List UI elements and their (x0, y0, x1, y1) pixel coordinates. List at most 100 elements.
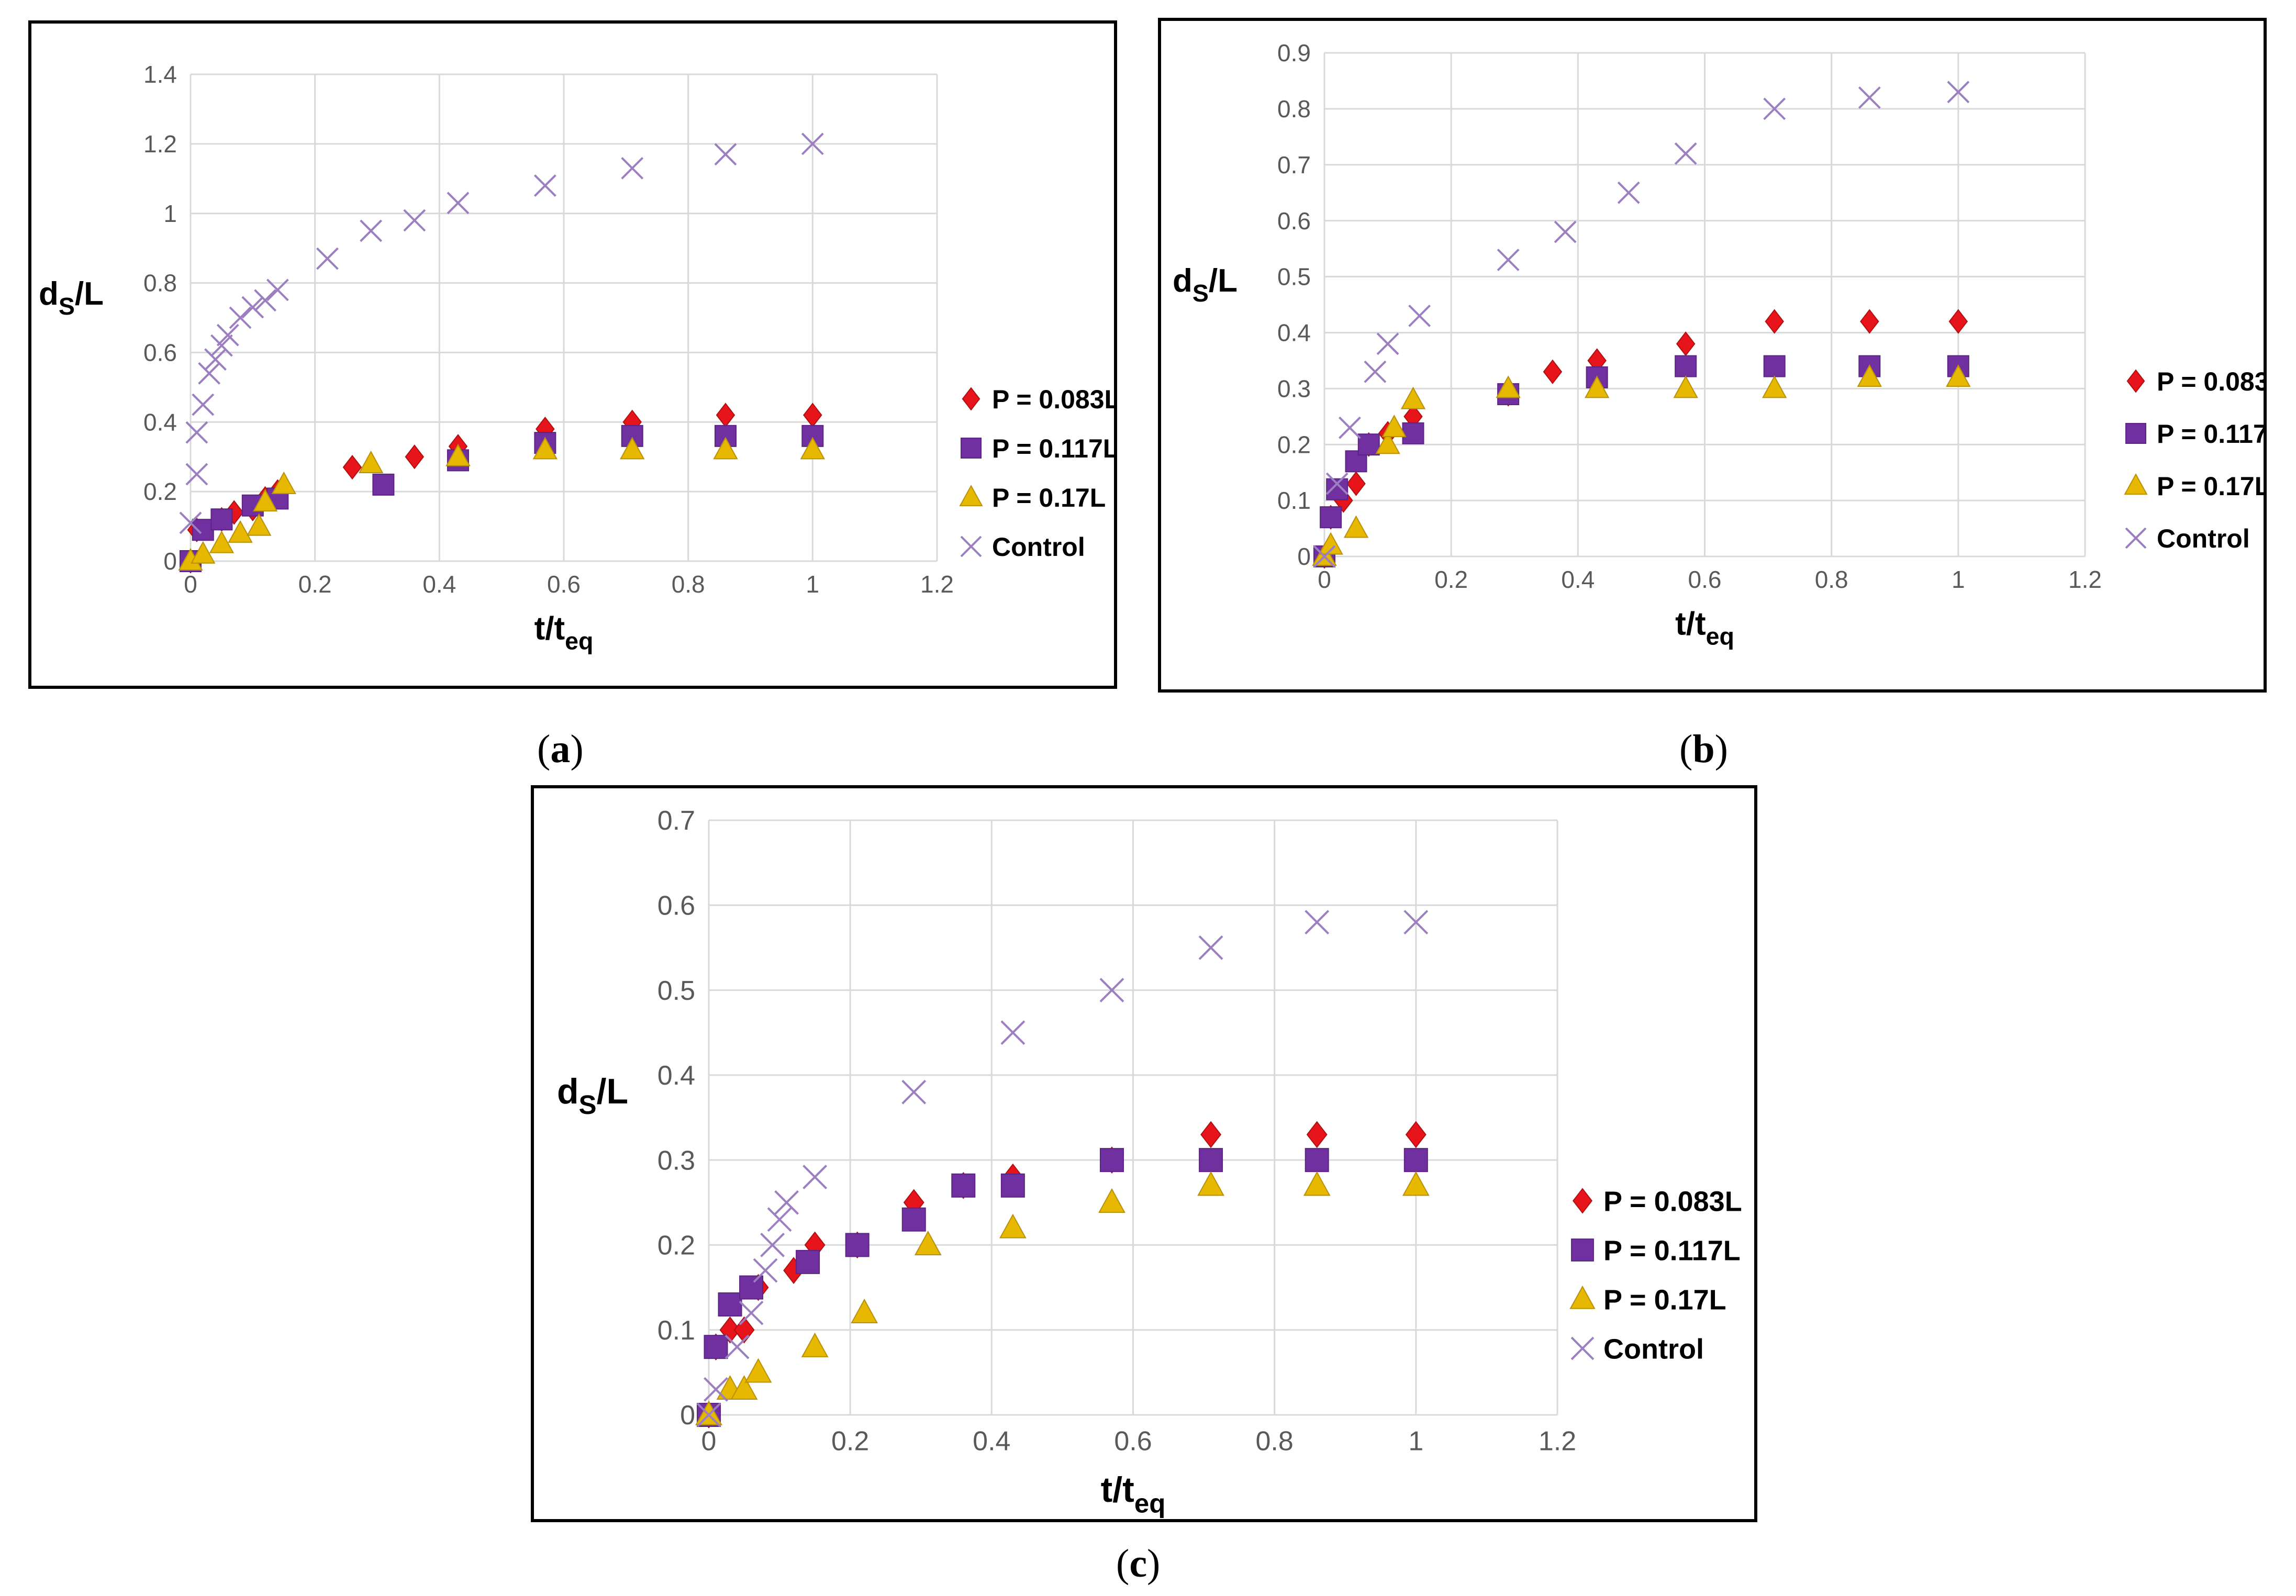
x-tick-label: 0 (701, 1426, 717, 1457)
x-tick-label: 0.4 (422, 571, 456, 598)
y-tick-label: 0.6 (657, 890, 695, 921)
data-point-triangle (713, 437, 738, 460)
x-tick-label: 0.8 (1815, 566, 1848, 593)
x-axis-label: t/teq (1101, 1470, 1166, 1518)
data-point-x (192, 393, 215, 416)
y-tick-label: 1 (163, 200, 177, 227)
x-tick-label: 0.4 (1561, 566, 1595, 593)
x-axis-label: t/teq (1675, 606, 1734, 650)
data-point-diamond (1948, 309, 1968, 334)
data-point-x (266, 278, 289, 302)
data-point-diamond (1543, 359, 1563, 384)
data-point-x (229, 306, 252, 329)
legend-label: P = 0.117L (992, 434, 1114, 463)
data-point-x (360, 219, 383, 242)
data-point-square (901, 1207, 926, 1232)
y-tick-label: 0.7 (1277, 151, 1311, 178)
legend-marker-triangle (1569, 1285, 1596, 1309)
y-tick-label: 0.6 (143, 339, 177, 366)
data-point-triangle (247, 513, 272, 536)
data-point-square (192, 519, 214, 541)
legend-marker-square (1571, 1238, 1594, 1262)
data-point-square (1403, 1148, 1428, 1173)
data-point-square (739, 1275, 764, 1300)
x-tick-label: 1.2 (920, 571, 954, 598)
data-point-square (704, 1335, 728, 1359)
series-x (1313, 81, 1970, 568)
x-tick-label: 1 (806, 571, 820, 598)
data-point-diamond (719, 1316, 741, 1344)
legend-marker-triangle (959, 485, 983, 507)
chart-panel-c: 0 0.1 0.2 0.3 0.4 0.5 0.6 0.7 0 0.2 0.4 0.6 0.8 1 1.2 t… (531, 785, 1757, 1522)
y-tick-label: 0 (1297, 543, 1311, 570)
chart-b: 0 0.1 0.2 0.3 0.4 0.5 0.6 0.7 0.8 0.9 0 0.2 0.4 0.6 0.… (1173, 39, 2264, 650)
x-tick-label: 0.2 (1434, 566, 1468, 593)
data-point-x (803, 1165, 828, 1190)
data-point-square (210, 508, 233, 531)
legend-label: P = 0.117L (2157, 419, 2264, 449)
y-tick-label: 0.8 (143, 270, 177, 297)
data-point-x (1000, 1020, 1026, 1045)
legend-label: P = 0.17L (992, 483, 1106, 512)
chart-a: 0 0.2 0.4 0.6 0.8 1 1.2 1.4 0 0.2 0.4 0.6 0.8 1 1.2 t/t… (39, 61, 1114, 655)
y-tick-label: 0.1 (657, 1315, 695, 1346)
data-point-x (1339, 416, 1361, 439)
data-point-triangle (1098, 1188, 1125, 1213)
data-point-triangle (191, 541, 216, 564)
x-axis-label: t/teq (534, 611, 594, 655)
legend-marker-square (961, 438, 982, 459)
data-point-x (210, 334, 233, 357)
data-point-x (1674, 142, 1697, 165)
y-tick-label: 0 (163, 548, 177, 575)
y-tick-label: 0.4 (1277, 319, 1311, 347)
data-point-triangle (999, 1213, 1027, 1238)
series-triangle (1312, 364, 1971, 566)
data-point-triangle (532, 437, 558, 460)
data-point-x (767, 1207, 792, 1232)
data-point-x (1313, 545, 1336, 568)
series-triangle (695, 1171, 1430, 1425)
data-point-diamond (405, 444, 425, 470)
series-triangle (178, 437, 826, 571)
y-tick-label: 1.4 (143, 61, 177, 88)
data-point-square (1320, 506, 1342, 529)
data-point-x (714, 143, 737, 166)
x-tick-label: 0 (184, 571, 197, 598)
x-tick-label: 1 (1952, 566, 1965, 593)
data-point-square (1675, 355, 1697, 377)
data-point-diamond (1860, 309, 1879, 334)
x-tick-label: 0 (1318, 566, 1331, 593)
series-x (179, 132, 824, 534)
data-point-triangle (271, 471, 296, 494)
y-tick-label: 0.3 (657, 1145, 695, 1176)
data-point-x (696, 1402, 721, 1427)
data-point-triangle (801, 1332, 829, 1357)
data-point-x (704, 1377, 728, 1402)
data-point-triangle (1381, 415, 1407, 438)
data-point-x (1497, 249, 1520, 271)
legend-label: Control (2157, 524, 2250, 553)
data-point-triangle (1946, 364, 1971, 387)
data-point-diamond (1200, 1121, 1222, 1148)
data-point-x (403, 209, 426, 232)
data-point-square (1099, 1148, 1124, 1173)
data-point-triangle (1197, 1171, 1224, 1196)
y-tick-label: 0.1 (1277, 487, 1311, 514)
data-point-square (1763, 355, 1786, 377)
data-point-square (1357, 433, 1380, 456)
data-point-triangle (730, 1375, 758, 1400)
data-point-square (951, 1173, 976, 1198)
x-tick-label: 1.2 (2068, 566, 2102, 593)
data-point-diamond (1405, 1121, 1426, 1148)
y-axis-label: dS/L (1173, 263, 1238, 307)
y-tick-label: 0.5 (657, 976, 695, 1006)
legend-marker-diamond (1572, 1188, 1593, 1214)
x-tick-label: 1 (1408, 1426, 1423, 1457)
data-point-x (739, 1300, 764, 1325)
x-tick-label: 0.6 (1688, 566, 1722, 593)
data-point-x (801, 132, 824, 155)
data-point-square (372, 473, 395, 496)
y-tick-label: 0.8 (1277, 95, 1311, 122)
chart-c: 0 0.1 0.2 0.3 0.4 0.5 0.6 0.7 0 0.2 0.4 0.6 0.8 1 1.2 t… (557, 806, 1742, 1518)
x-tick-label: 0.8 (1256, 1426, 1294, 1457)
